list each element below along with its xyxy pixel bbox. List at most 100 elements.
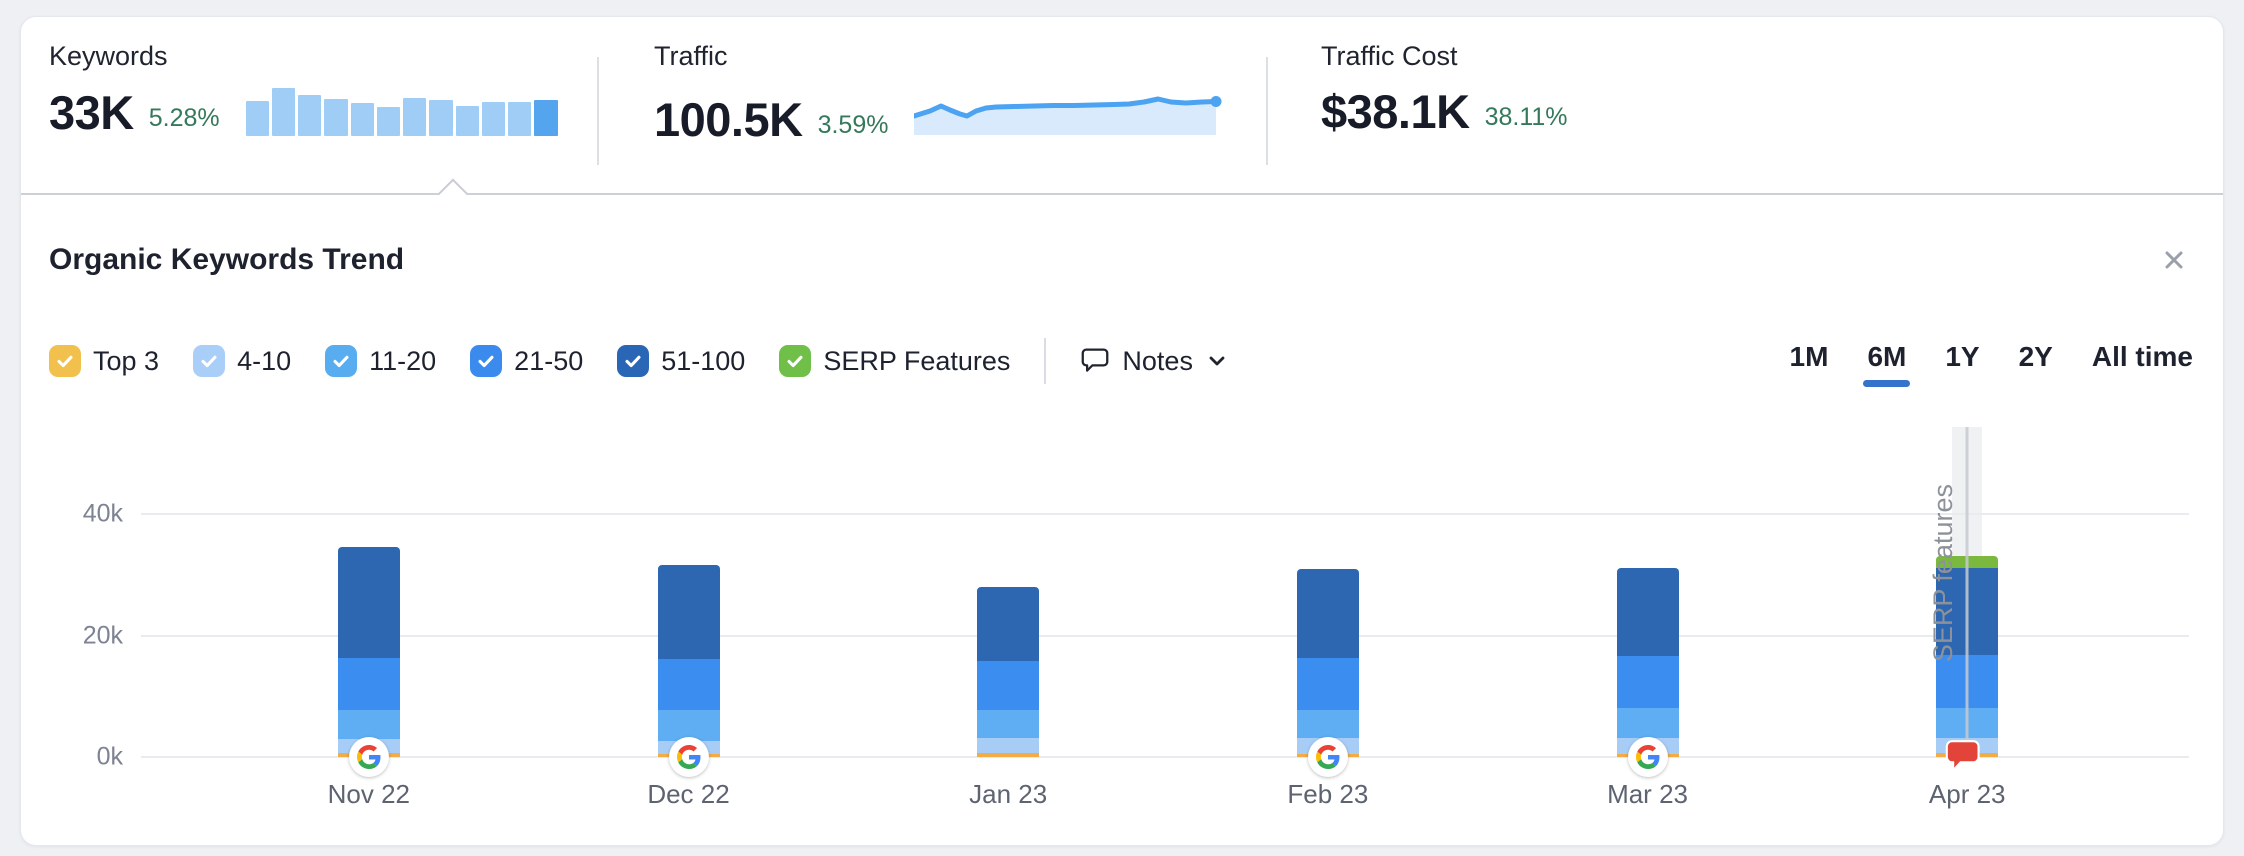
bar-segment-51-100[interactable] xyxy=(657,564,720,659)
metrics-row: Keywords 33K 5.28% Traffic 100.5K 3.59% … xyxy=(21,17,2223,195)
x-axis-label: Dec 22 xyxy=(647,779,730,809)
metric-card-traffic[interactable]: Traffic 100.5K 3.59% xyxy=(599,17,1268,193)
y-axis-label: 40k xyxy=(82,499,123,528)
bar-segment-11-20[interactable] xyxy=(657,709,720,742)
x-axis-label: Feb 23 xyxy=(1287,779,1369,809)
organic-keywords-trend-chart: SERP features 0k 20k 40k Nov 22 Dec 22 Jan 2… xyxy=(83,427,2189,813)
stacked-bar-nov-22[interactable] xyxy=(337,547,400,757)
check-icon xyxy=(57,355,73,368)
checkbox-serp-features[interactable] xyxy=(779,345,812,377)
check-icon xyxy=(625,355,641,368)
gridline-40k xyxy=(141,513,2189,516)
bar-segment-top-3[interactable] xyxy=(977,753,1040,757)
stacked-bar-mar-23[interactable] xyxy=(1616,567,1679,757)
tab-2y[interactable]: 2Y xyxy=(2017,335,2055,387)
notes-icon xyxy=(1082,348,1109,372)
page-title: Organic Keywords Trend xyxy=(49,243,405,276)
legend-label: 21-50 xyxy=(514,345,584,376)
tab-label: All time xyxy=(2091,341,2193,372)
stacked-bar-feb-23[interactable] xyxy=(1296,568,1359,757)
keywords-change: 5.28% xyxy=(148,104,220,132)
legend-item-top-3[interactable]: Top 3 xyxy=(49,345,159,377)
chart-legend: Top 3 4-10 11-20 21-50 51-100 SERP Features xyxy=(49,345,1010,377)
bar-slot-apr-23: SERP features xyxy=(1807,427,2127,773)
note-marker-icon[interactable] xyxy=(1945,739,1981,773)
keywords-spark-bar xyxy=(508,101,532,136)
tab-label: 2Y xyxy=(2018,341,2053,372)
bar-segment-11-20[interactable] xyxy=(1616,708,1679,739)
annotation-line xyxy=(1965,427,1969,757)
google-update-icon[interactable] xyxy=(1307,737,1348,777)
tab-1y[interactable]: 1Y xyxy=(1943,335,1981,387)
checkbox-11-20[interactable] xyxy=(325,345,358,377)
google-update-icon[interactable] xyxy=(1627,737,1668,777)
keywords-value: 33K xyxy=(49,86,134,139)
bar-segment-21-50[interactable] xyxy=(657,658,720,710)
gridline-0k xyxy=(141,756,2189,758)
notes-button[interactable]: Notes xyxy=(1080,346,1229,377)
close-button[interactable] xyxy=(2155,241,2193,279)
bar-slot-feb-23 xyxy=(1168,427,1488,777)
check-icon xyxy=(333,355,349,368)
google-update-icon[interactable] xyxy=(668,737,709,777)
bar-segment-11-20[interactable] xyxy=(977,709,1040,739)
bar-segment-21-50[interactable] xyxy=(1296,658,1359,710)
legend-item-serp-features[interactable]: SERP Features xyxy=(779,345,1010,377)
bar-slot-jan-23 xyxy=(848,427,1168,757)
bar-segment-21-50[interactable] xyxy=(977,661,1040,710)
legend-item-51-100[interactable]: 51-100 xyxy=(617,345,745,377)
keywords-label: Keywords xyxy=(49,41,168,71)
metric-card-keywords[interactable]: Keywords 33K 5.28% xyxy=(21,17,599,193)
bar-slot-dec-22 xyxy=(529,427,849,777)
stacked-bar-dec-22[interactable] xyxy=(657,564,720,757)
keywords-spark-bar xyxy=(534,100,558,136)
x-axis-labels: Nov 22 Dec 22 Jan 23 Feb 23 Mar 23 Apr 23 xyxy=(209,779,2127,810)
legend-item-21-50[interactable]: 21-50 xyxy=(470,345,583,377)
checkbox-top-3[interactable] xyxy=(49,345,81,377)
check-icon xyxy=(478,355,494,368)
bar-segment-51-100[interactable] xyxy=(1616,567,1679,656)
traffic-cost-value: $38.1K xyxy=(1321,85,1470,138)
tab-6m[interactable]: 6M xyxy=(1863,335,1911,387)
legend-item-11-20[interactable]: 11-20 xyxy=(325,345,436,377)
stacked-bar-jan-23[interactable] xyxy=(977,587,1040,757)
bar-segment-51-100[interactable] xyxy=(977,587,1040,662)
time-range-tabs: 1M 6M 1Y 2Y All time xyxy=(1788,335,2195,387)
organic-research-panel: Keywords 33K 5.28% Traffic 100.5K 3.59% … xyxy=(20,16,2224,846)
keywords-sparkline xyxy=(245,88,558,136)
y-axis-label: 0k xyxy=(96,742,123,771)
bar-segment-11-20[interactable] xyxy=(1296,709,1359,739)
bar-slot-nov-22 xyxy=(209,427,529,777)
x-axis-label: Nov 22 xyxy=(327,779,411,809)
keywords-spark-bar xyxy=(455,106,479,136)
legend-item-4-10[interactable]: 4-10 xyxy=(193,345,291,377)
keywords-spark-bar xyxy=(324,98,348,136)
checkbox-51-100[interactable] xyxy=(617,345,650,377)
tab-1m[interactable]: 1M xyxy=(1788,335,1831,387)
checkbox-4-10[interactable] xyxy=(193,345,226,377)
legend-label: 51-100 xyxy=(661,345,746,376)
metric-card-traffic-cost[interactable]: Traffic Cost $38.1K 38.11% xyxy=(1268,17,2223,193)
traffic-label: Traffic xyxy=(654,41,728,71)
traffic-cost-label: Traffic Cost xyxy=(1321,41,1458,71)
traffic-value: 100.5K xyxy=(654,93,803,146)
bar-segment-4-10[interactable] xyxy=(977,738,1040,754)
notes-label: Notes xyxy=(1122,345,1193,376)
check-icon xyxy=(787,355,803,368)
serp-features-annotation-label: SERP features xyxy=(1928,483,1959,662)
bar-segment-21-50[interactable] xyxy=(337,657,400,710)
bar-segment-51-100[interactable] xyxy=(337,547,400,658)
selected-tab-underline xyxy=(1863,380,1911,387)
checkbox-21-50[interactable] xyxy=(470,345,503,377)
tab-all-time[interactable]: All time xyxy=(2090,335,2195,387)
google-update-icon[interactable] xyxy=(348,737,389,777)
chevron-down-icon xyxy=(1209,356,1225,366)
tab-label: 1Y xyxy=(1945,341,1980,372)
keywords-spark-bar xyxy=(376,106,401,136)
keywords-spark-bar xyxy=(350,102,374,136)
bar-segment-51-100[interactable] xyxy=(1296,568,1359,659)
bar-segment-21-50[interactable] xyxy=(1616,655,1679,709)
check-icon xyxy=(201,355,217,368)
bar-segment-11-20[interactable] xyxy=(337,709,400,739)
x-axis-label: Jan 23 xyxy=(969,779,1048,809)
